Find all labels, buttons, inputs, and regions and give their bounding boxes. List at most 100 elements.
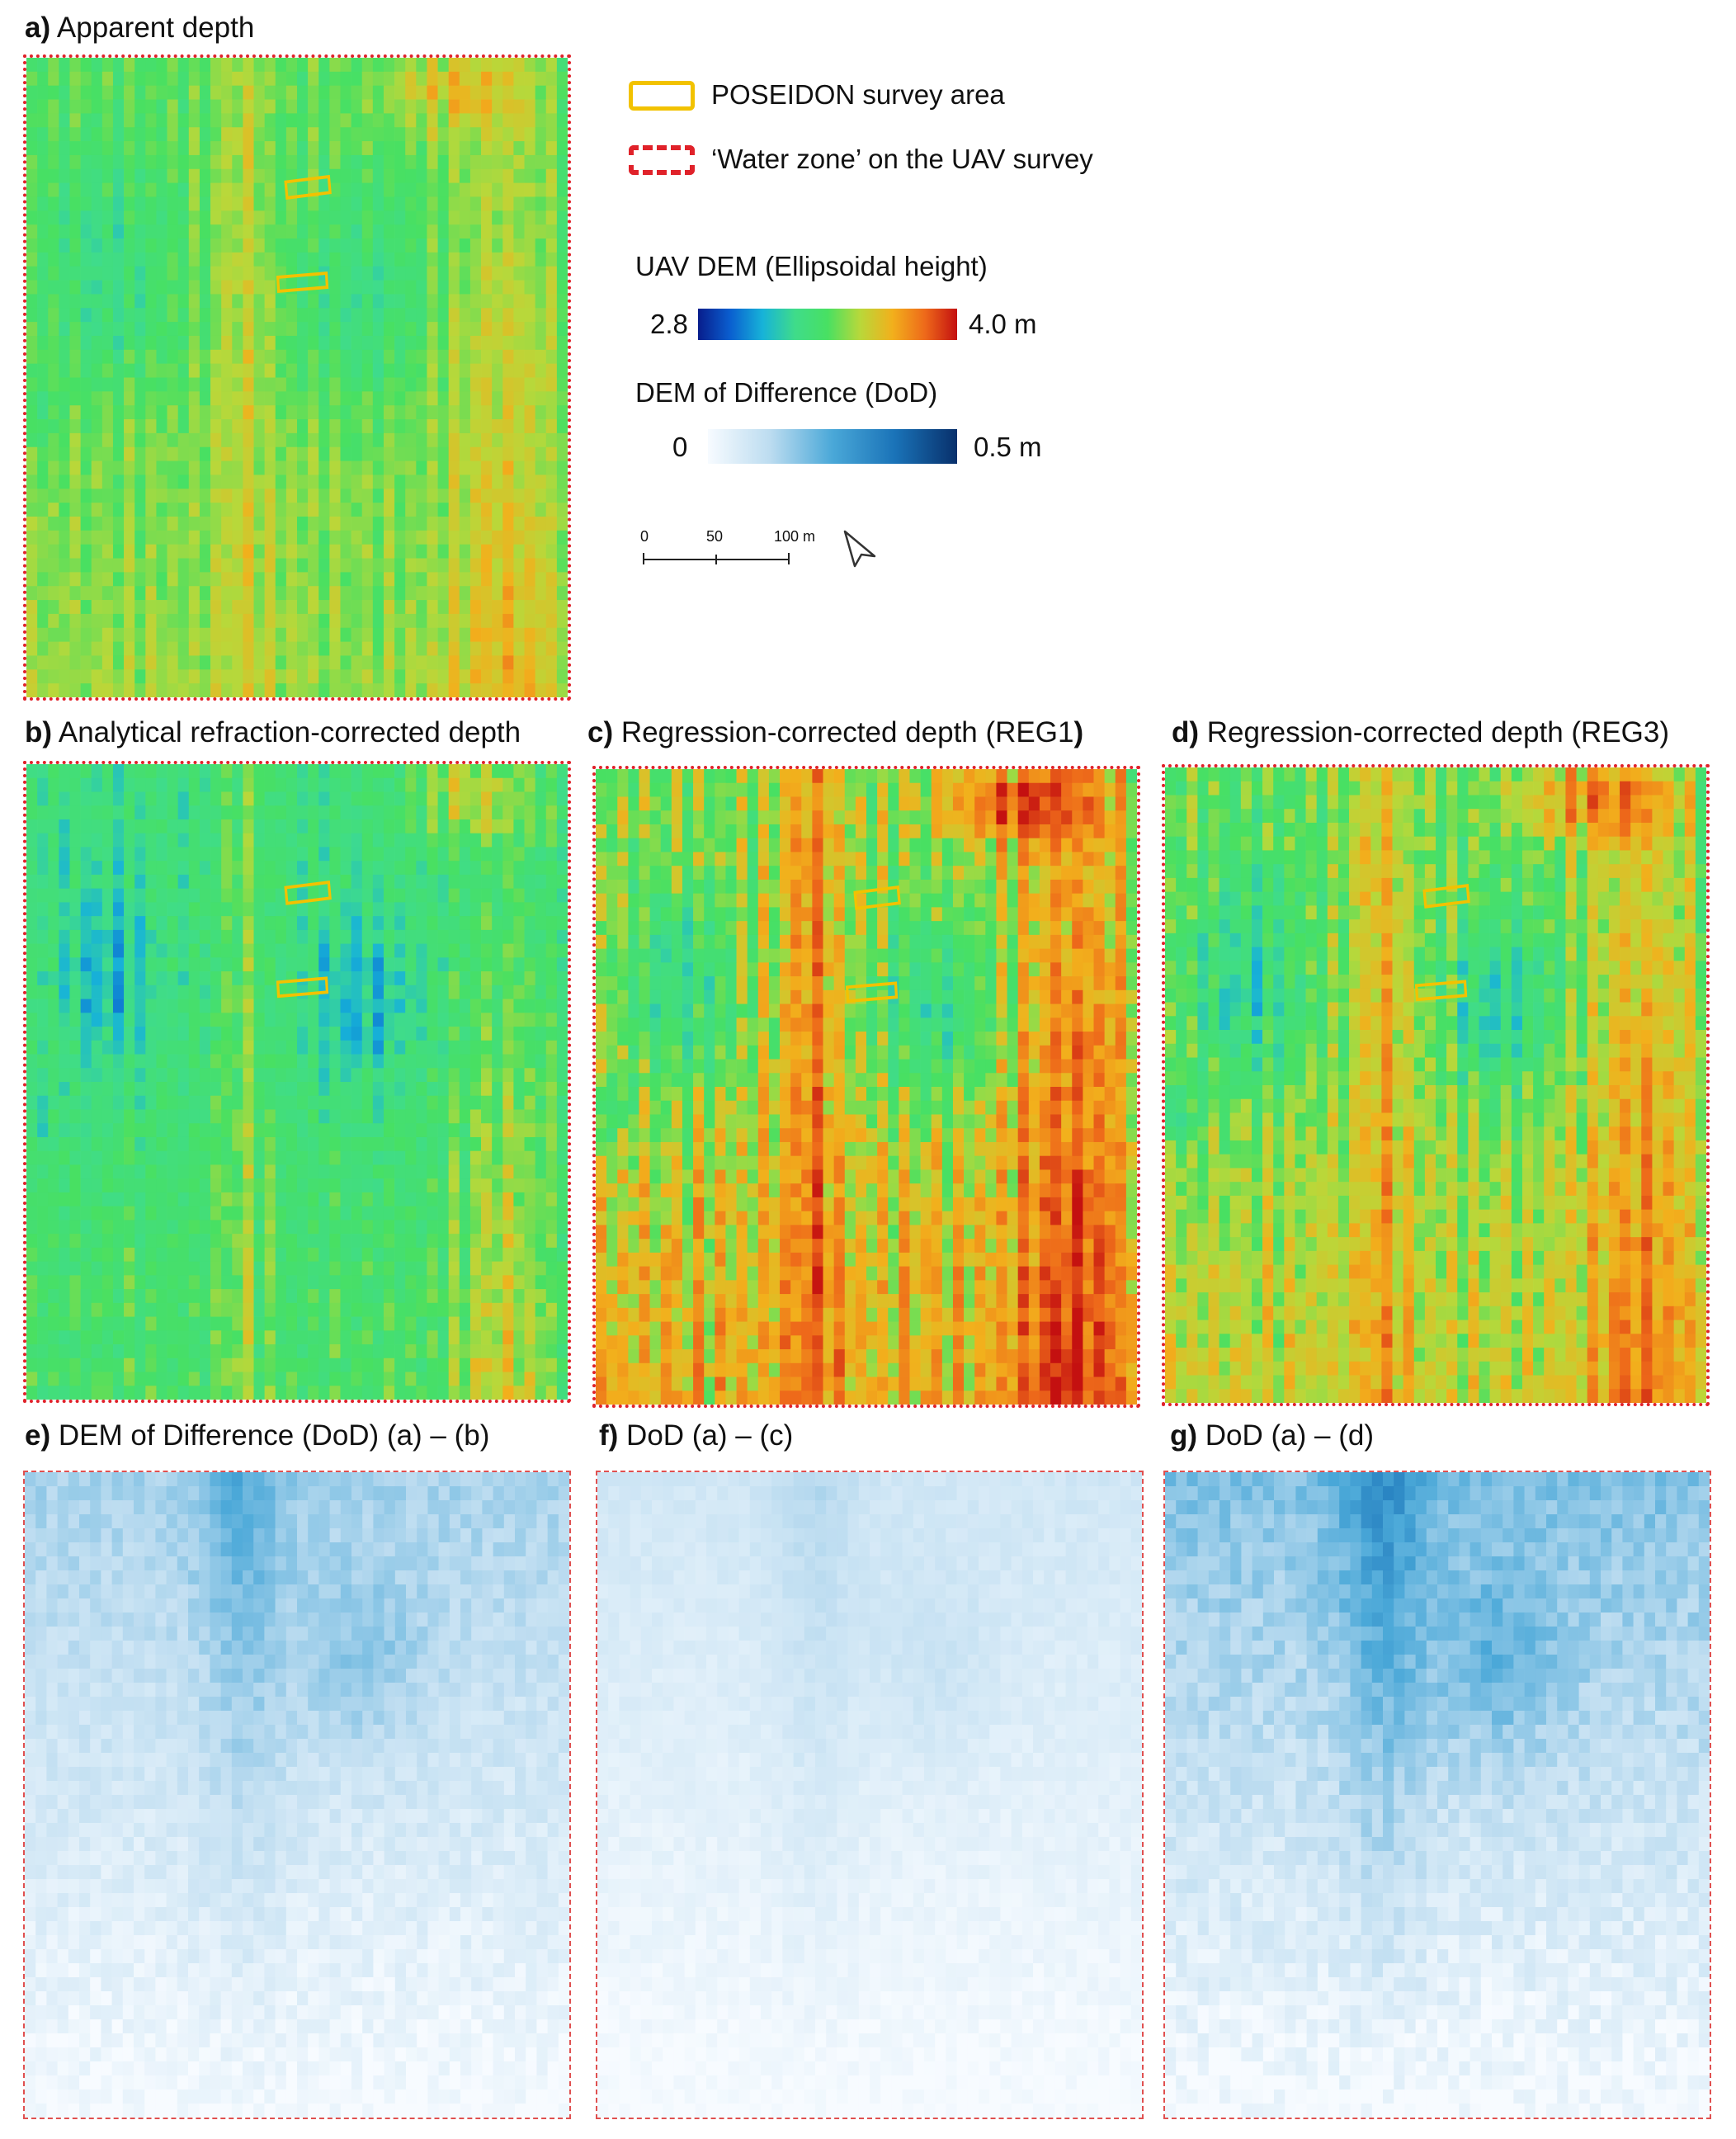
raster-cell — [513, 1164, 525, 1179]
raster-cell — [628, 824, 639, 839]
raster-cell — [243, 791, 254, 806]
raster-cell — [177, 391, 190, 406]
raster-cell — [649, 810, 662, 825]
raster-cell — [124, 586, 135, 601]
raster-cell — [253, 1386, 265, 1400]
raster-cell — [253, 210, 265, 225]
raster-cell — [372, 210, 384, 225]
panel-c-raster — [596, 769, 1137, 1405]
raster-cell — [416, 777, 427, 792]
raster-cell — [285, 861, 298, 876]
raster-cell — [556, 805, 568, 820]
raster-cell — [877, 824, 889, 839]
raster-cell — [145, 1372, 157, 1386]
raster-cell — [372, 1040, 384, 1055]
raster-cell — [188, 154, 200, 170]
raster-cell — [372, 154, 384, 170]
raster-cell — [340, 127, 351, 142]
raster-cell — [221, 322, 233, 337]
raster-cell — [492, 99, 503, 114]
raster-cell — [524, 294, 535, 309]
raster-cell — [308, 1164, 319, 1179]
raster-cell — [167, 1040, 179, 1055]
raster-cell — [383, 1275, 395, 1290]
raster-cell — [297, 363, 309, 378]
raster-cell — [37, 572, 49, 587]
raster-cell — [112, 999, 125, 1013]
raster-cell — [556, 1027, 568, 1041]
raster-cell — [297, 985, 309, 999]
raster-cell — [535, 916, 547, 931]
raster-cell — [492, 874, 503, 890]
raster-cell — [974, 796, 986, 811]
raster-cell — [1083, 824, 1094, 839]
raster-cell — [318, 503, 330, 517]
raster-cell — [459, 764, 471, 779]
raster-cell — [37, 833, 49, 848]
raster-cell — [855, 796, 867, 811]
raster-cell — [844, 838, 856, 852]
raster-cell — [866, 852, 878, 866]
raster-cell — [48, 196, 59, 211]
raster-cell — [101, 1261, 114, 1276]
raster-cell — [459, 1109, 471, 1124]
raster-cell — [26, 971, 38, 986]
raster-cell — [199, 641, 211, 656]
raster-cell — [243, 777, 254, 792]
raster-cell — [134, 943, 146, 958]
raster-cell — [253, 669, 265, 684]
raster-cell — [372, 861, 384, 876]
raster-cell — [232, 655, 243, 670]
raster-cell — [459, 238, 471, 253]
raster-cell — [1017, 824, 1030, 839]
raster-cell — [481, 861, 493, 876]
raster-cell — [243, 1206, 254, 1221]
raster-cell — [757, 810, 770, 825]
raster-cell — [177, 377, 190, 392]
raster-cell — [264, 1027, 276, 1041]
raster-cell — [112, 641, 125, 656]
raster-cell — [524, 1164, 535, 1179]
raster-cell — [59, 113, 70, 128]
raster-cell — [308, 446, 319, 461]
raster-cell — [285, 224, 298, 239]
raster-cell — [232, 1234, 243, 1249]
raster-cell — [383, 503, 395, 517]
raster-cell — [124, 971, 135, 986]
raster-cell — [167, 1358, 179, 1372]
raster-cell — [383, 1192, 395, 1207]
raster-cell — [91, 943, 103, 958]
raster-cell — [394, 683, 406, 697]
raster-cell — [48, 791, 59, 806]
raster-cell — [394, 1123, 406, 1138]
raster-cell — [372, 1054, 384, 1069]
raster-cell — [177, 141, 190, 156]
raster-cell — [448, 627, 460, 642]
raster-cell — [318, 1289, 330, 1304]
raster-cell — [361, 1040, 374, 1055]
raster-cell — [69, 308, 81, 323]
raster-cell — [1039, 769, 1051, 784]
raster-cell — [416, 655, 427, 670]
raster-cell — [264, 1040, 276, 1055]
raster-cell — [167, 999, 179, 1013]
raster-cell — [199, 503, 211, 517]
raster-cell — [920, 810, 932, 825]
raster-cell — [188, 902, 200, 917]
raster-cell — [535, 1302, 547, 1317]
raster-cell — [469, 764, 482, 779]
raster-cell — [69, 224, 81, 239]
raster-cell — [416, 141, 427, 156]
raster-cell — [437, 335, 450, 351]
raster-cell — [221, 1247, 233, 1262]
raster-cell — [394, 641, 406, 656]
raster-cell — [448, 572, 460, 587]
raster-cell — [437, 391, 450, 406]
raster-cell — [556, 655, 568, 670]
raster-cell — [91, 627, 103, 642]
raster-cell — [459, 1316, 471, 1331]
raster-cell — [232, 999, 243, 1013]
raster-cell — [253, 805, 265, 820]
raster-cell — [437, 1123, 450, 1138]
raster-cell — [545, 349, 558, 365]
